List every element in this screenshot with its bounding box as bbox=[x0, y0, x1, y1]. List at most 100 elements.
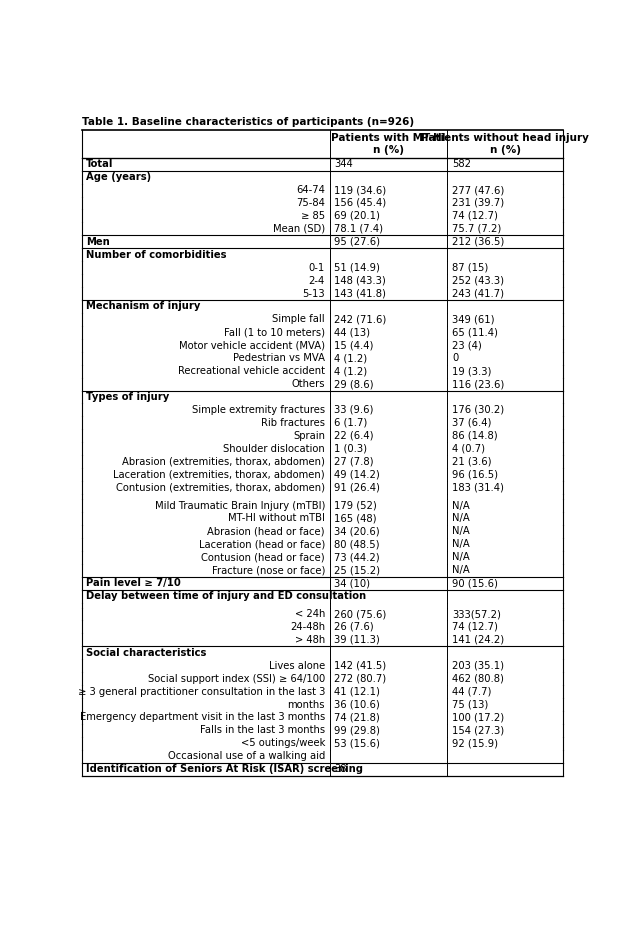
Text: N/A: N/A bbox=[452, 513, 470, 524]
Text: N/A: N/A bbox=[452, 565, 470, 576]
Text: Number of comorbidities: Number of comorbidities bbox=[86, 250, 227, 260]
Text: 252 (43.3): 252 (43.3) bbox=[452, 276, 504, 285]
Text: 39 (11.3): 39 (11.3) bbox=[334, 635, 380, 645]
Text: Table 1. Baseline characteristics of participants (n=926): Table 1. Baseline characteristics of par… bbox=[82, 117, 415, 127]
Text: 44 (7.7): 44 (7.7) bbox=[452, 687, 491, 697]
Text: Fracture (nose or face): Fracture (nose or face) bbox=[211, 565, 325, 576]
Text: Mean (SD): Mean (SD) bbox=[273, 224, 325, 234]
Text: Recreational vehicle accident: Recreational vehicle accident bbox=[178, 366, 325, 376]
Text: 33 (9.6): 33 (9.6) bbox=[334, 405, 374, 415]
Text: Mild Traumatic Brain Injury (mTBI): Mild Traumatic Brain Injury (mTBI) bbox=[155, 500, 325, 511]
Text: 116 (23.6): 116 (23.6) bbox=[452, 379, 504, 389]
Text: 75-84: 75-84 bbox=[296, 198, 325, 208]
Text: Simple fall: Simple fall bbox=[272, 315, 325, 324]
Text: Contusion (head or face): Contusion (head or face) bbox=[201, 552, 325, 562]
Text: 87 (15): 87 (15) bbox=[452, 263, 488, 272]
Text: Simple extremity fractures: Simple extremity fractures bbox=[192, 405, 325, 415]
Text: Men: Men bbox=[86, 236, 110, 247]
Text: ≥ 3 general practitioner consultation in the last 3: ≥ 3 general practitioner consultation in… bbox=[77, 687, 325, 697]
Text: 4 (0.7): 4 (0.7) bbox=[452, 444, 485, 454]
Text: 41 (12.1): 41 (12.1) bbox=[334, 687, 380, 697]
Text: 75 (13): 75 (13) bbox=[452, 700, 488, 709]
Text: 4 (1.2): 4 (1.2) bbox=[334, 366, 367, 376]
Text: Shoulder dislocation: Shoulder dislocation bbox=[223, 444, 325, 454]
Text: 21 (3.6): 21 (3.6) bbox=[452, 457, 492, 466]
Text: 34 (10): 34 (10) bbox=[334, 578, 370, 588]
Text: 179 (52): 179 (52) bbox=[334, 500, 377, 511]
Text: ≥ 85: ≥ 85 bbox=[301, 211, 325, 221]
Text: 65 (11.4): 65 (11.4) bbox=[452, 327, 498, 337]
Text: 6 (1.7): 6 (1.7) bbox=[334, 418, 367, 428]
Text: 462 (80.8): 462 (80.8) bbox=[452, 674, 504, 684]
Text: 154 (27.3): 154 (27.3) bbox=[452, 725, 504, 736]
Text: Sprain: Sprain bbox=[293, 430, 325, 441]
Text: Types of injury: Types of injury bbox=[86, 392, 170, 402]
Text: 75.7 (7.2): 75.7 (7.2) bbox=[452, 224, 501, 234]
Text: 74 (21.8): 74 (21.8) bbox=[334, 712, 380, 723]
Text: 119 (34.6): 119 (34.6) bbox=[334, 185, 386, 195]
Text: 96 (16.5): 96 (16.5) bbox=[452, 470, 498, 479]
Text: <5 outings/week: <5 outings/week bbox=[240, 739, 325, 748]
Text: Mechanism of injury: Mechanism of injury bbox=[86, 301, 201, 312]
Text: 26 (7.6): 26 (7.6) bbox=[334, 622, 374, 632]
Text: 64-74: 64-74 bbox=[296, 185, 325, 195]
Text: 582: 582 bbox=[452, 159, 471, 170]
Text: Social characteristics: Social characteristics bbox=[86, 648, 207, 658]
Text: 142 (41.5): 142 (41.5) bbox=[334, 660, 386, 671]
Text: 349 (61): 349 (61) bbox=[452, 315, 494, 324]
Text: 260 (75.6): 260 (75.6) bbox=[334, 609, 386, 619]
Text: 74 (12.7): 74 (12.7) bbox=[452, 211, 498, 221]
Text: Laceration (head or face): Laceration (head or face) bbox=[199, 540, 325, 549]
Text: 73 (44.2): 73 (44.2) bbox=[334, 552, 380, 562]
Text: Motor vehicle accident (MVA): Motor vehicle accident (MVA) bbox=[179, 340, 325, 350]
Text: 49 (14.2): 49 (14.2) bbox=[334, 470, 380, 479]
Text: 183 (31.4): 183 (31.4) bbox=[452, 482, 504, 493]
Text: 143 (41.8): 143 (41.8) bbox=[334, 288, 386, 299]
Text: 4 (1.2): 4 (1.2) bbox=[334, 353, 367, 364]
Text: 19 (3.3): 19 (3.3) bbox=[452, 366, 491, 376]
Text: 277 (47.6): 277 (47.6) bbox=[452, 185, 504, 195]
Text: Delay between time of injury and ED consultation: Delay between time of injury and ED cons… bbox=[86, 591, 367, 601]
Text: Identification of Seniors At Risk (ISAR) screening: Identification of Seniors At Risk (ISAR)… bbox=[86, 764, 364, 774]
Text: 51 (14.9): 51 (14.9) bbox=[334, 263, 380, 272]
Text: 78.1 (7.4): 78.1 (7.4) bbox=[334, 224, 383, 234]
Text: N/A: N/A bbox=[452, 500, 470, 511]
Text: 91 (26.4): 91 (26.4) bbox=[334, 482, 380, 493]
Text: N/A: N/A bbox=[452, 540, 470, 549]
Text: Patients with MT-HI
n (%): Patients with MT-HI n (%) bbox=[331, 133, 446, 154]
Text: 100 (17.2): 100 (17.2) bbox=[452, 712, 504, 723]
Text: 165 (48): 165 (48) bbox=[334, 513, 377, 524]
Text: 0-1: 0-1 bbox=[309, 263, 325, 272]
Text: Patients without head injury
n (%): Patients without head injury n (%) bbox=[421, 133, 589, 154]
Text: 141 (24.2): 141 (24.2) bbox=[452, 635, 504, 645]
Text: 5-13: 5-13 bbox=[303, 288, 325, 299]
Text: Others: Others bbox=[291, 379, 325, 389]
Text: Laceration (extremities, thorax, abdomen): Laceration (extremities, thorax, abdomen… bbox=[113, 470, 325, 479]
Text: N/A: N/A bbox=[452, 527, 470, 536]
Text: N/A: N/A bbox=[452, 552, 470, 562]
Text: 272 (80.7): 272 (80.7) bbox=[334, 674, 386, 684]
Text: 242 (71.6): 242 (71.6) bbox=[334, 315, 386, 324]
Text: 44 (13): 44 (13) bbox=[334, 327, 370, 337]
Text: Emergency department visit in the last 3 months: Emergency department visit in the last 3… bbox=[80, 712, 325, 723]
Text: 176 (30.2): 176 (30.2) bbox=[452, 405, 504, 415]
Text: Abrasion (extremities, thorax, abdomen): Abrasion (extremities, thorax, abdomen) bbox=[122, 457, 325, 466]
Text: 344: 344 bbox=[334, 159, 353, 170]
Text: MT-HI without mTBI: MT-HI without mTBI bbox=[228, 513, 325, 524]
Text: 156 (45.4): 156 (45.4) bbox=[334, 198, 386, 208]
Text: 99 (29.8): 99 (29.8) bbox=[334, 725, 380, 736]
Text: 2-4: 2-4 bbox=[309, 276, 325, 285]
Text: 38: 38 bbox=[334, 764, 347, 774]
Text: Rib fractures: Rib fractures bbox=[261, 418, 325, 428]
Text: 34 (20.6): 34 (20.6) bbox=[334, 527, 380, 536]
Text: 86 (14.8): 86 (14.8) bbox=[452, 430, 498, 441]
Text: Pain level ≥ 7/10: Pain level ≥ 7/10 bbox=[86, 578, 181, 588]
Text: Occasional use of a walking aid: Occasional use of a walking aid bbox=[167, 752, 325, 761]
Text: 74 (12.7): 74 (12.7) bbox=[452, 622, 498, 632]
Text: 1 (0.3): 1 (0.3) bbox=[334, 444, 367, 454]
Text: 27 (7.8): 27 (7.8) bbox=[334, 457, 374, 466]
Text: 203 (35.1): 203 (35.1) bbox=[452, 660, 504, 671]
Text: 0: 0 bbox=[452, 353, 459, 364]
Text: 333(57.2): 333(57.2) bbox=[452, 609, 501, 619]
Text: 25 (15.2): 25 (15.2) bbox=[334, 565, 381, 576]
